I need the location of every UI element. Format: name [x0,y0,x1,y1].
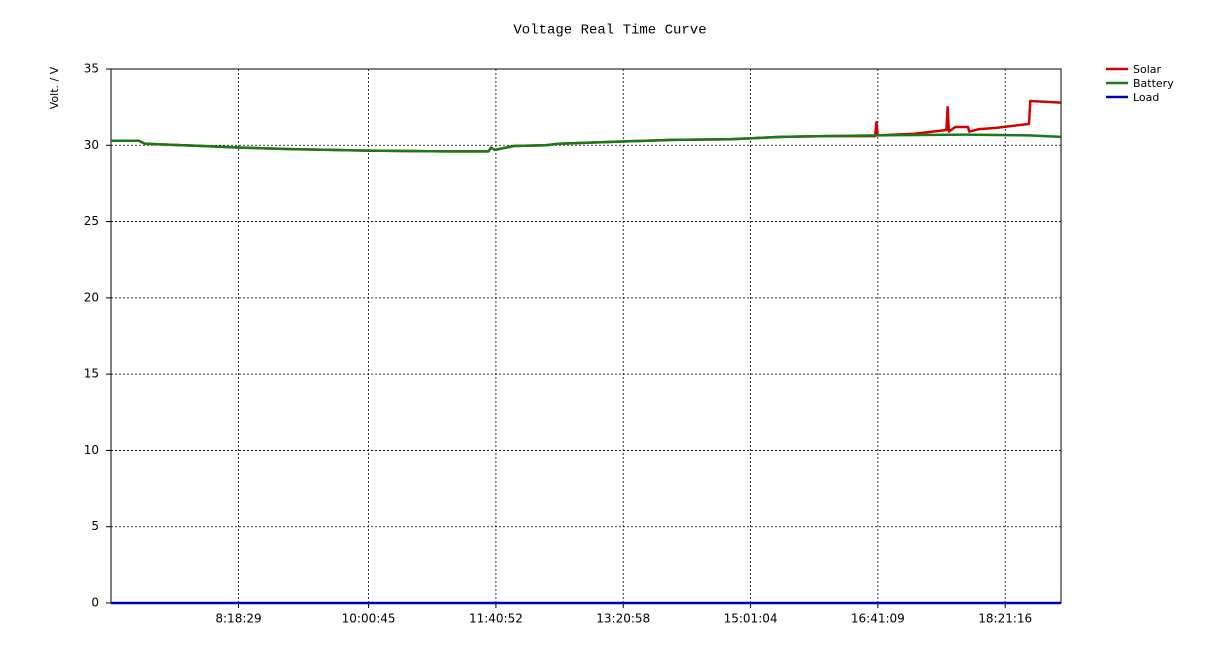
y-tick-label: 20 [84,290,99,304]
chart-title: Voltage Real Time Curve [513,23,706,39]
y-tick-label: 30 [84,138,99,152]
x-tick-label: 13:20:58 [596,612,650,626]
x-tick-label: 11:40:52 [469,612,523,626]
x-tick-label: 18:21:16 [978,612,1032,626]
legend-label: Battery [1133,77,1174,90]
y-tick-label: 0 [91,596,99,610]
y-tick-label: 10 [84,443,99,457]
legend-label: Load [1133,91,1159,104]
x-tick-label: 15:01:04 [724,612,778,626]
y-tick-label: 5 [91,519,99,533]
x-tick-label: 16:41:09 [851,612,905,626]
legend-label: Solar [1133,63,1162,76]
x-tick-label: 8:18:29 [215,612,261,626]
y-tick-label: 25 [84,214,99,228]
y-tick-label: 35 [84,62,99,76]
series-line [111,133,1061,153]
y-tick-label: 15 [84,367,99,381]
x-tick-label: 10:00:45 [342,612,396,626]
y-axis-label: Volt. / V [48,66,61,109]
